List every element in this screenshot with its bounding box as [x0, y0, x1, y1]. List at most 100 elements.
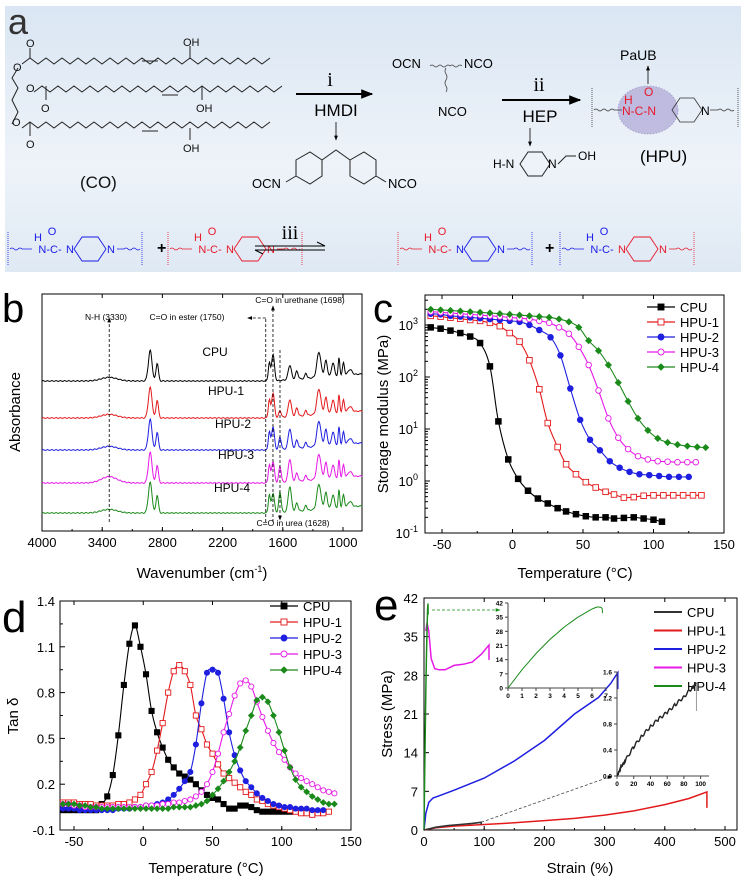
panel-a-reaction-scheme: a O O O O O O	[5, 1, 741, 272]
data-point-marker	[203, 669, 211, 676]
data-point-marker	[585, 337, 593, 345]
data-point-marker	[126, 805, 133, 813]
plot-frame	[41, 293, 363, 532]
data-point-marker	[181, 797, 188, 805]
data-point-marker	[664, 438, 672, 447]
step-i-label: i	[327, 69, 333, 91]
chain-bond	[669, 247, 693, 251]
data-point-marker	[192, 781, 199, 788]
data-point-marker	[159, 744, 166, 751]
isocyanate-trimer-structure	[429, 64, 463, 93]
panel-letter-b: b	[2, 287, 24, 331]
data-point-marker	[292, 805, 299, 812]
atom-o: O	[12, 117, 21, 129]
data-point-marker	[242, 727, 250, 735]
data-point-marker	[456, 307, 464, 315]
data-point-marker	[605, 415, 612, 422]
data-point-marker	[236, 744, 244, 751]
data-point-marker	[231, 805, 238, 812]
data-point-marker	[582, 512, 590, 520]
piperazine-ring	[463, 236, 497, 262]
data-point-marker	[192, 802, 200, 809]
atom-h: H	[34, 232, 42, 244]
data-point-marker	[495, 418, 502, 425]
data-point-marker	[325, 788, 332, 795]
data-point-marker	[280, 650, 288, 658]
data-point-marker	[303, 788, 311, 796]
data-point-marker	[669, 492, 677, 499]
data-point-marker	[126, 640, 133, 647]
atom-nc: N-C-	[428, 244, 452, 256]
data-point-marker	[657, 318, 665, 326]
data-point-marker	[562, 460, 570, 468]
data-point-marker	[264, 797, 271, 805]
data-point-marker	[657, 333, 665, 341]
atom-o: O	[48, 226, 57, 238]
hydroxyl-label: OH	[196, 103, 213, 115]
data-point-marker	[698, 492, 705, 499]
atom-n: N	[226, 244, 234, 256]
y-tick-exponent: 3	[413, 316, 418, 326]
data-point-marker	[565, 318, 573, 326]
y-tick-label: 21	[404, 707, 418, 722]
inset-y-tick-label: 0.0	[603, 774, 612, 781]
chain-bond	[117, 247, 141, 251]
data-point-marker	[226, 729, 233, 736]
x-tick-label: 150	[713, 537, 735, 552]
data-point-marker	[303, 805, 310, 812]
trimer-nco-right-label: NCO	[464, 56, 493, 71]
data-point-marker	[547, 334, 554, 341]
data-point-marker	[303, 778, 310, 785]
data-point-marker	[87, 803, 95, 811]
x-tick-label: 100	[473, 834, 495, 849]
data-point-marker	[466, 333, 474, 340]
x-tick-label: 50	[205, 834, 219, 849]
data-point-marker	[242, 788, 249, 795]
data-point-marker	[109, 805, 117, 813]
x-axis-label: Temperature (°C)	[148, 860, 263, 877]
piperazine-ring	[73, 236, 107, 262]
data-point-marker	[692, 458, 700, 466]
series-line-hpu-4	[423, 603, 429, 831]
series-line-hpu-3	[425, 622, 490, 671]
data-point-marker	[181, 668, 188, 675]
data-point-marker	[280, 618, 288, 626]
data-point-marker	[187, 681, 194, 689]
inset-x-tick-label: 3	[548, 693, 552, 700]
data-point-marker	[557, 352, 564, 359]
data-point-marker	[209, 791, 216, 799]
legend-label-hpu-2: HPU-2	[680, 330, 719, 345]
inset-x-tick-label: 2	[534, 693, 538, 700]
data-point-marker	[226, 775, 233, 782]
y-tick-label: 42	[404, 591, 418, 606]
data-point-marker	[660, 492, 667, 499]
data-point-marker	[526, 356, 533, 364]
data-point-marker	[231, 757, 239, 765]
reagent-hep-label: HEP	[523, 107, 558, 126]
panel-a-background	[5, 6, 741, 272]
data-point-marker	[314, 784, 321, 791]
urea-annotation-label: C=O in urea (1628)	[257, 518, 330, 528]
inset-x-tick-label: 20	[630, 781, 638, 788]
inset-y-tick-label: 7	[499, 671, 503, 678]
x-axis-label: Strain (%)	[547, 860, 614, 877]
data-point-marker	[253, 696, 261, 704]
y-tick-label: 35	[404, 630, 418, 645]
x-tick-label: 500	[714, 834, 736, 849]
data-point-marker	[620, 494, 628, 501]
y-tick-base: 10	[399, 422, 413, 437]
data-point-marker	[120, 681, 127, 689]
x-tick-label: -50	[433, 537, 452, 552]
legend-label-hpu-3: HPU-3	[680, 345, 719, 360]
data-point-marker	[544, 419, 552, 427]
data-point-marker	[476, 339, 484, 347]
data-point-marker	[286, 764, 294, 771]
data-point-marker	[115, 732, 122, 739]
panel-c-storage-modulus-chart: c -50 0 50 100 15010-1100101102103CPUHPU-1HP…	[373, 287, 735, 582]
y-tick-label: 0.5	[37, 731, 55, 746]
data-point-marker	[685, 473, 693, 481]
data-point-marker	[496, 310, 504, 318]
data-point-marker	[264, 808, 271, 815]
nh-annotation-label: N-H (3330)	[85, 312, 127, 322]
data-point-marker	[516, 338, 523, 345]
